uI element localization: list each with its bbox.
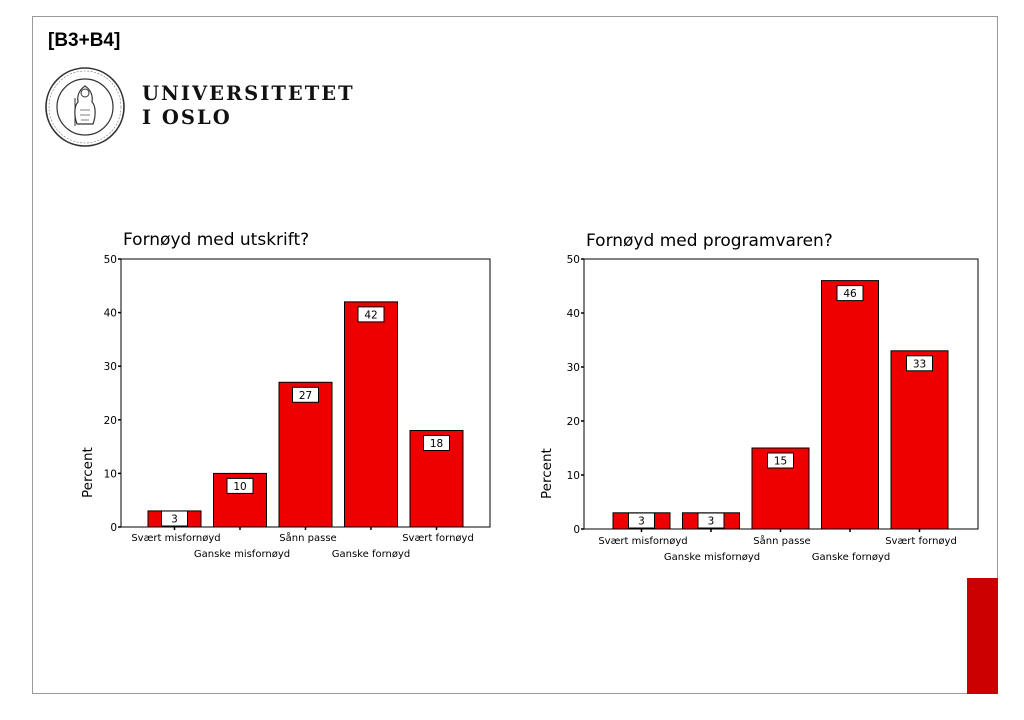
- chart-title: Fornøyd med utskrift?: [123, 230, 309, 250]
- y-axis-label: Percent: [80, 447, 96, 498]
- y-tick-label: 0: [573, 524, 580, 536]
- data-label: 15: [774, 456, 787, 468]
- accent-bar: [967, 578, 998, 694]
- y-tick-label: 30: [104, 361, 117, 373]
- data-label: 33: [913, 358, 926, 370]
- data-label: 42: [364, 309, 377, 321]
- data-label-box: [423, 435, 450, 452]
- y-tick-label: 10: [104, 468, 117, 480]
- y-tick-label: 50: [104, 254, 117, 266]
- bar: [821, 280, 879, 530]
- y-tick-label: 0: [110, 522, 117, 534]
- category-label: Svært misfornøyd: [131, 533, 220, 544]
- data-label-box: [628, 512, 655, 529]
- y-tick-label: 40: [104, 308, 117, 320]
- data-label: 10: [233, 481, 246, 493]
- y-tick-label: 10: [567, 470, 580, 482]
- data-label-box: [836, 285, 864, 302]
- data-label: 3: [638, 516, 645, 528]
- y-tick-label: 30: [567, 362, 580, 374]
- university-name-line2: I OSLO: [142, 106, 232, 129]
- university-name-line1: UNIVERSITETET: [142, 82, 355, 105]
- category-label: Ganske misfornøyd: [664, 552, 760, 563]
- y-tick-label: 50: [567, 254, 580, 266]
- category-label: Ganske misfornøyd: [194, 549, 290, 560]
- y-tick-label: 40: [567, 308, 580, 320]
- y-tick-label: 20: [567, 416, 580, 428]
- category-label: Svært fornøyd: [885, 536, 957, 547]
- y-tick-label: 20: [104, 415, 117, 427]
- data-label-box: [292, 386, 319, 403]
- data-label-box: [226, 477, 254, 494]
- university-name: UNIVERSITETET I OSLO: [142, 82, 355, 130]
- chart-utskrift: Fornøyd med utskrift? 0 10 20 30 40 50 Percent 3…: [80, 230, 491, 560]
- data-label: 27: [299, 390, 312, 402]
- category-label: Sånn passe: [753, 534, 810, 547]
- category-label: Ganske fornøyd: [332, 549, 411, 560]
- bar: [278, 381, 333, 528]
- category-label: Svært misfornøyd: [598, 536, 687, 547]
- university-seal-icon: [45, 67, 125, 147]
- category-label: Ganske fornøyd: [812, 552, 891, 563]
- category-label: Sånn passe: [279, 531, 336, 544]
- category-label: Svært fornøyd: [402, 533, 474, 544]
- bar: [344, 301, 398, 528]
- data-label-box: [161, 510, 188, 527]
- data-label: 46: [843, 288, 857, 300]
- chart-title: Fornøyd med programvaren?: [586, 231, 833, 251]
- data-label-box: [767, 452, 794, 469]
- data-label: 3: [171, 514, 178, 526]
- slide-tag: [B3+B4]: [48, 30, 121, 51]
- data-label-box: [357, 306, 385, 323]
- y-axis-label: Percent: [539, 448, 555, 499]
- data-label-box: [697, 512, 725, 529]
- data-label: 3: [708, 516, 715, 528]
- data-label-box: [906, 355, 933, 372]
- bar: [890, 350, 949, 530]
- data-label: 18: [430, 438, 443, 450]
